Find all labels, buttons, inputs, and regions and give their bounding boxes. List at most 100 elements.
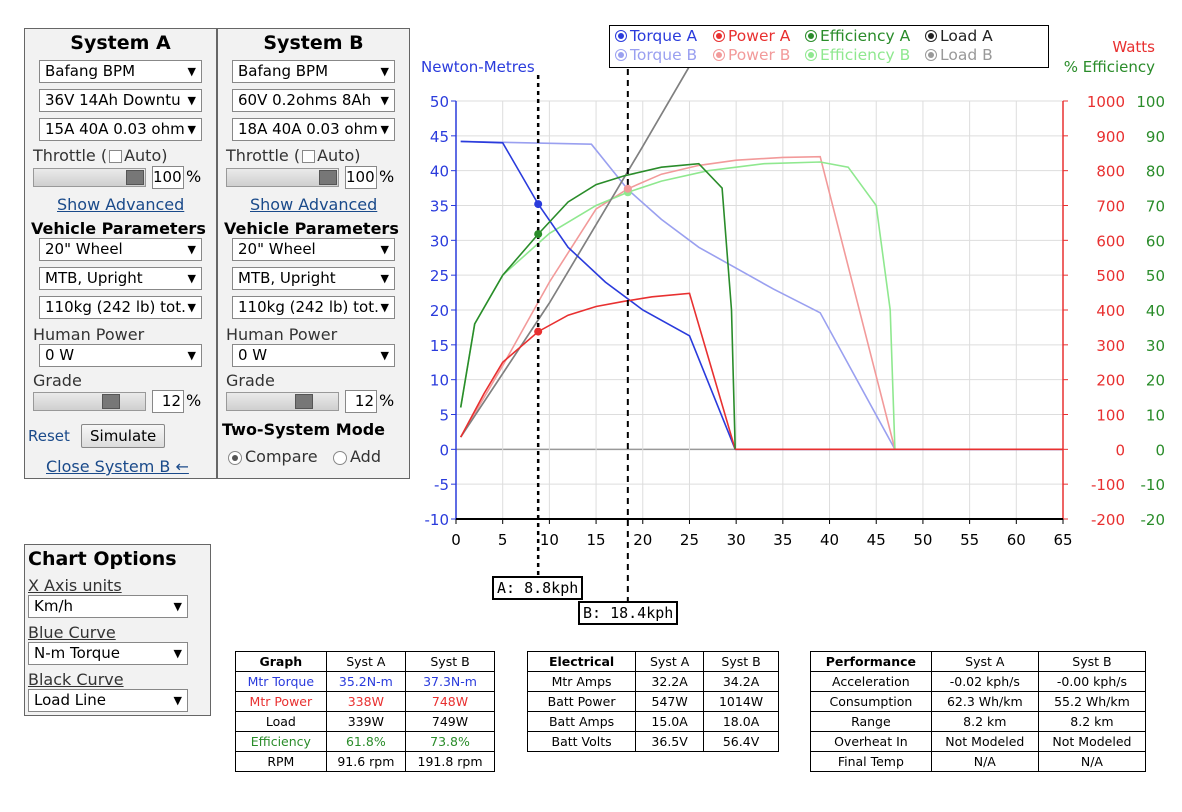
grade-input-b[interactable]: 12 — [345, 390, 377, 413]
bike-a-value: MTB, Upright — [45, 269, 143, 287]
dropdown-arrow-icon: ▼ — [187, 301, 196, 314]
x-tick-label: 50 — [913, 531, 932, 549]
legend-text: Power B — [728, 46, 791, 64]
chart-options-title: Chart Options — [28, 548, 177, 570]
show-advanced-link-b[interactable]: Show Advanced — [250, 195, 378, 214]
slider-thumb[interactable] — [319, 170, 337, 185]
legend-dot-icon[interactable] — [713, 49, 725, 61]
chart-options-panel: Chart Options X Axis units Km/h ▼ Blue Cu… — [24, 544, 211, 716]
y-tick-label-left: 20 — [430, 302, 449, 320]
y-tick-label-left: 40 — [430, 163, 449, 181]
reset-link[interactable]: Reset — [28, 427, 70, 445]
operating-point-power-b — [623, 184, 632, 193]
series-load-b-line — [460, 65, 691, 438]
y-tick-label-watts: 500 — [1096, 267, 1125, 285]
auto-checkbox-a[interactable] — [109, 150, 123, 163]
series-power-b-line — [460, 155, 896, 450]
table-row: Load 339W 749W — [235, 711, 495, 732]
legend-power-b[interactable]: Power B — [713, 46, 790, 64]
legend-dot-icon[interactable] — [805, 49, 817, 61]
legend-torque-a[interactable]: Torque A — [615, 27, 697, 45]
wheel-select-a[interactable]: 20" Wheel ▼ — [39, 238, 202, 261]
table-row: Final Temp N/A N/A — [810, 751, 1147, 772]
weight-select-b[interactable]: 110kg (242 lb) tot. ▼ — [232, 296, 395, 319]
dropdown-arrow-icon: ▼ — [380, 243, 389, 256]
slider-thumb[interactable] — [102, 394, 120, 409]
table-header: Syst A — [325, 651, 407, 672]
two-system-mode-heading: Two-System Mode — [222, 420, 386, 439]
legend-dot-icon[interactable] — [615, 49, 627, 61]
human-power-select-a[interactable]: 0 W ▼ — [39, 344, 202, 367]
legend-load-a[interactable]: Load A — [925, 27, 993, 45]
y-tick-label-efficiency: 40 — [1146, 302, 1165, 320]
legend-text: Load A — [940, 27, 993, 45]
series-load-a-line — [460, 65, 691, 438]
controller-select-b[interactable]: 18A 40A 0.03 ohm ▼ — [232, 118, 395, 141]
grade-input-a[interactable]: 12 — [152, 390, 184, 413]
table-cell: -0.02 kph/s — [930, 671, 1039, 692]
wheel-b-value: 20" Wheel — [238, 240, 316, 258]
y-tick-label-watts: -200 — [1091, 511, 1125, 529]
throttle-slider-b[interactable] — [226, 168, 339, 187]
speed-marker-a-label[interactable]: A: 8.8kph — [492, 576, 584, 600]
y-tick-label-watts: 100 — [1096, 407, 1125, 425]
dropdown-arrow-icon: ▼ — [187, 94, 196, 107]
compare-radio[interactable]: Compare — [228, 447, 318, 466]
slider-thumb[interactable] — [126, 170, 144, 185]
table-cell: Range — [810, 711, 932, 732]
table-cell: Mtr Amps — [526, 671, 637, 692]
simulate-button[interactable]: Simulate — [81, 424, 166, 448]
slider-thumb[interactable] — [295, 394, 313, 409]
legend-dot-icon[interactable] — [925, 49, 937, 61]
legend-power-a[interactable]: Power A — [713, 27, 790, 45]
radio-icon[interactable] — [333, 450, 347, 465]
wheel-select-b[interactable]: 20" Wheel ▼ — [232, 238, 395, 261]
bike-select-b[interactable]: MTB, Upright ▼ — [232, 267, 395, 290]
controller-select-a[interactable]: 15A 40A 0.03 ohm ▼ — [39, 118, 202, 141]
electrical-table: Electrical Syst A Syst B Mtr Amps 32.2A 34.2A… — [526, 651, 779, 752]
table-cell: N/A — [930, 751, 1039, 772]
throttle-input-b[interactable]: 100 — [345, 166, 377, 189]
dropdown-arrow-icon: ▼ — [173, 647, 182, 660]
legend-dot-icon[interactable] — [925, 30, 937, 42]
legend-efficiency-a[interactable]: Efficiency A — [805, 27, 910, 45]
bike-select-a[interactable]: MTB, Upright ▼ — [39, 267, 202, 290]
throttle-slider-a[interactable] — [33, 168, 146, 187]
grade-label-b: Grade — [226, 371, 275, 390]
motor-select-b[interactable]: Bafang BPM ▼ — [232, 60, 395, 83]
system-b-title: System B — [263, 32, 364, 54]
motor-select-a[interactable]: Bafang BPM ▼ — [39, 60, 202, 83]
close-system-b-link[interactable]: Close System B ← — [46, 457, 189, 476]
human-power-select-b[interactable]: 0 W ▼ — [232, 344, 395, 367]
battery-select-b[interactable]: 60V 0.2ohms 8Ah ▼ — [232, 89, 395, 112]
legend-load-b[interactable]: Load B — [925, 46, 993, 64]
legend-torque-b[interactable]: Torque B — [615, 46, 697, 64]
legend-dot-icon[interactable] — [713, 30, 725, 42]
dropdown-arrow-icon: ▼ — [187, 349, 196, 362]
show-advanced-link-a[interactable]: Show Advanced — [57, 195, 185, 214]
speed-marker-b-label[interactable]: B: 18.4kph — [578, 601, 679, 625]
legend-efficiency-b[interactable]: Efficiency B — [805, 46, 910, 64]
legend-dot-icon[interactable] — [805, 30, 817, 42]
grade-slider-b[interactable] — [226, 392, 339, 411]
grade-slider-a[interactable] — [33, 392, 146, 411]
table-cell: Batt Volts — [526, 731, 637, 752]
radio-selected-icon[interactable] — [228, 450, 242, 465]
x-axis-units-select[interactable]: Km/h ▼ — [28, 595, 188, 618]
legend-dot-icon[interactable] — [615, 30, 627, 42]
battery-select-a[interactable]: 36V 14Ah Downtu ▼ — [39, 89, 202, 112]
blue-curve-select[interactable]: N-m Torque ▼ — [28, 642, 188, 665]
percent-sign: % — [379, 391, 395, 410]
throttle-input-a[interactable]: 100 — [152, 166, 184, 189]
table-cell: Overheat In — [810, 731, 932, 752]
auto-checkbox-b[interactable] — [302, 150, 316, 163]
table-cell: 339W — [325, 711, 407, 732]
y-tick-label-efficiency: 30 — [1146, 337, 1165, 355]
add-radio[interactable]: Add — [333, 447, 381, 466]
black-curve-select[interactable]: Load Line ▼ — [28, 689, 188, 712]
y-tick-label-watts: -100 — [1091, 476, 1125, 494]
weight-select-a[interactable]: 110kg (242 lb) tot. ▼ — [39, 296, 202, 319]
table-cell: Mtr Power — [235, 691, 327, 712]
y-tick-label-left: 30 — [430, 232, 449, 250]
